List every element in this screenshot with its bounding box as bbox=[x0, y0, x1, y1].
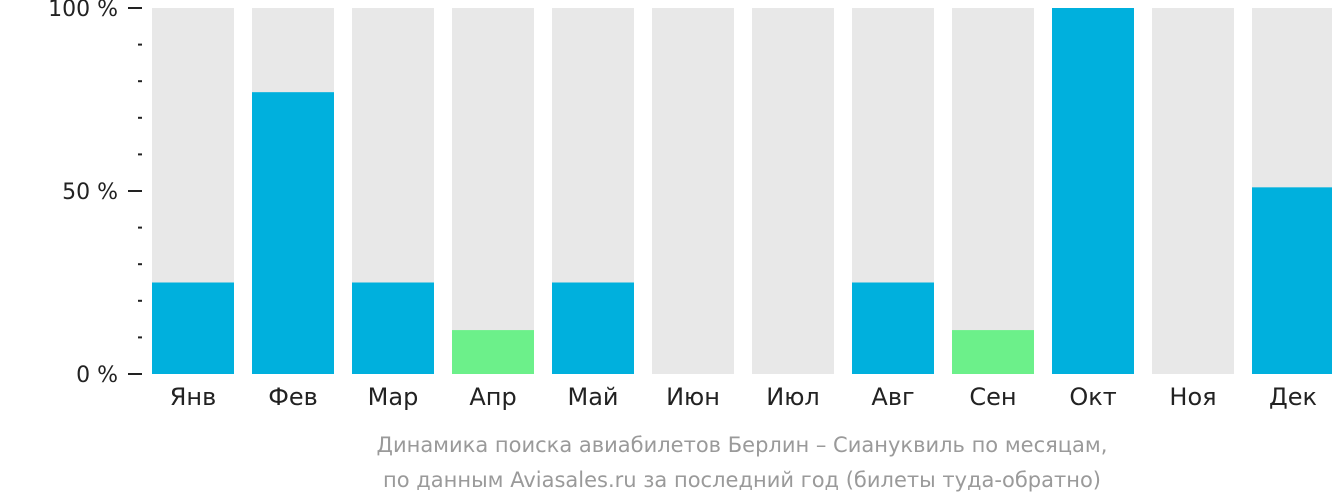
bar-2 bbox=[252, 92, 334, 375]
bar-background bbox=[452, 8, 534, 374]
bar-8 bbox=[852, 282, 934, 374]
x-category-label: Фев bbox=[268, 383, 318, 411]
x-category-label: Май bbox=[567, 383, 618, 411]
x-category-label: Ноя bbox=[1169, 383, 1216, 411]
chart-caption-line-2: по данным Aviasales.ru за последний год … bbox=[383, 468, 1101, 492]
y-tick-label: 100 % bbox=[48, 0, 118, 22]
x-category-label: Окт bbox=[1069, 383, 1116, 411]
x-category-label: Июн bbox=[666, 383, 720, 411]
bar-10 bbox=[1052, 8, 1134, 374]
bar-9 bbox=[952, 330, 1034, 374]
bar-background bbox=[652, 8, 734, 374]
x-category-label: Сен bbox=[969, 383, 1016, 411]
x-category-label: Янв bbox=[170, 383, 217, 411]
bar-1 bbox=[152, 282, 234, 374]
y-tick-label: 0 % bbox=[76, 363, 118, 388]
bar-5 bbox=[552, 282, 634, 374]
y-axis: 0 % 50 % 100 % bbox=[48, 0, 142, 388]
x-axis-labels: Янв Фев Мар Апр Май Июн Июл Авг Сен Окт Ноя Дек bbox=[170, 383, 1317, 411]
chart-caption-line-1: Динамика поиска авиабилетов Берлин – Сиа… bbox=[377, 433, 1108, 457]
bar-12 bbox=[1252, 187, 1332, 374]
bars bbox=[152, 8, 1332, 375]
x-category-label: Июл bbox=[766, 383, 820, 411]
bar-background bbox=[952, 8, 1034, 374]
bar-4 bbox=[452, 330, 534, 374]
bar-3 bbox=[352, 282, 434, 374]
bar-background bbox=[1152, 8, 1234, 374]
x-category-label: Мар bbox=[368, 383, 419, 411]
x-category-label: Апр bbox=[469, 383, 516, 411]
x-category-label: Дек bbox=[1269, 383, 1317, 411]
bar-background bbox=[752, 8, 834, 374]
x-category-label: Авг bbox=[871, 383, 914, 411]
y-tick-label: 50 % bbox=[62, 180, 118, 205]
